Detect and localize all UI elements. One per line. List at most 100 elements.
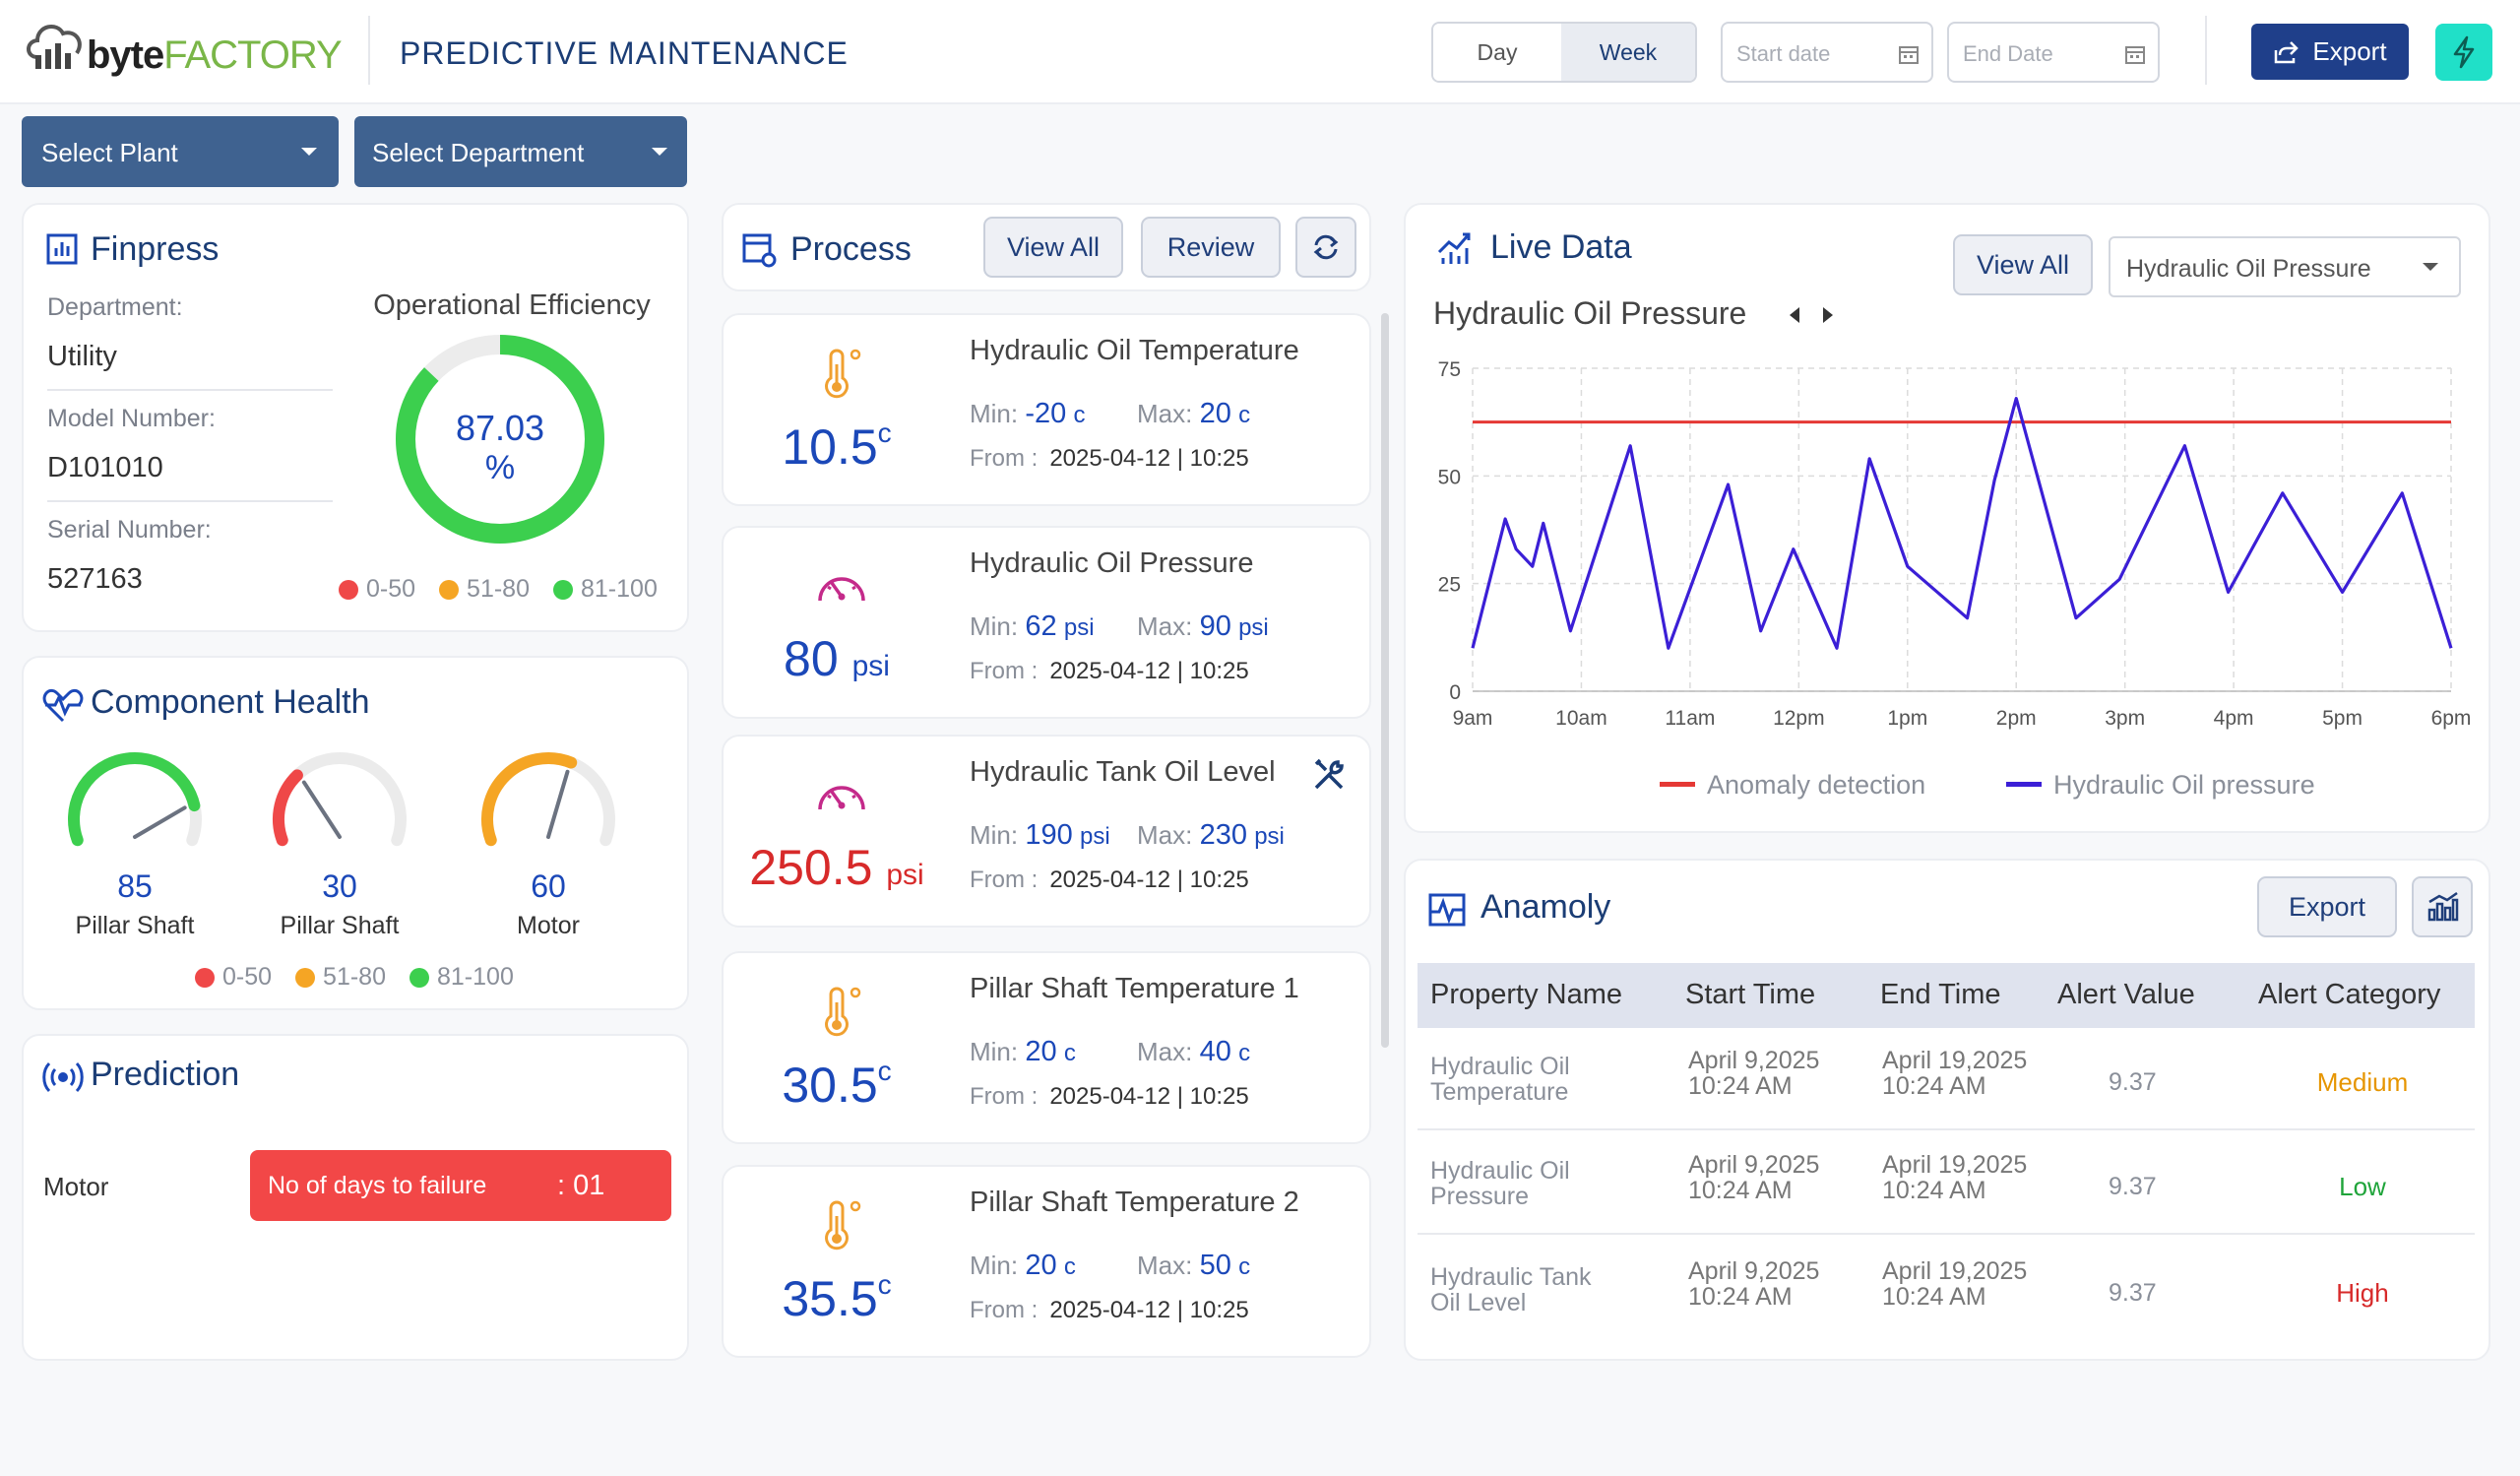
cell-line: April 19,2025 <box>1882 1151 2028 1179</box>
process-value: 35.5c <box>724 1269 950 1327</box>
column-header[interactable]: End Time <box>1880 979 2001 1010</box>
from-label: From : <box>970 866 1039 893</box>
cell-line: 10:24 AM <box>1688 1283 1793 1311</box>
refresh-icon <box>1313 234 1339 260</box>
max-label: Max: <box>1137 820 1193 850</box>
process-value: 10.5c <box>724 417 950 476</box>
max-value: 40 <box>1199 1036 1231 1067</box>
start-time-cell: April 9,2025 10:24 AM <box>1688 1152 1819 1203</box>
caret-down-icon <box>301 148 317 156</box>
failure-value: : 01 <box>557 1170 605 1201</box>
process-max: Max: 50 c <box>1137 1250 1250 1282</box>
max-unit: c <box>1238 402 1251 428</box>
refresh-button[interactable] <box>1295 217 1356 278</box>
process-from: From : 2025-04-12 | 10:25 <box>970 445 1249 473</box>
min-label: Min: <box>970 1037 1019 1066</box>
from-label: From : <box>970 1297 1039 1323</box>
plant-select[interactable]: Select Plant <box>22 116 339 187</box>
efficiency-unit: % <box>484 449 516 486</box>
table-row[interactable] <box>1418 1132 2475 1235</box>
max-label: Max: <box>1137 1037 1193 1066</box>
efficiency-value: 87.03 <box>455 408 545 448</box>
chart-view-button[interactable] <box>2412 876 2473 937</box>
process-value: 30.5c <box>724 1056 950 1114</box>
period-toggle: Day Week <box>1431 22 1697 83</box>
day-toggle[interactable]: Day <box>1433 24 1561 81</box>
department-label: Department: <box>47 293 183 321</box>
live-data-title: Live Data <box>1490 228 1632 266</box>
cloud-chart-icon <box>27 24 82 69</box>
process-item[interactable]: 30.5c Pillar Shaft Temperature 1 Min: 20 c… <box>722 951 1371 1144</box>
calendar-icon[interactable] <box>2124 43 2146 65</box>
thermometer-icon <box>825 987 861 1037</box>
export-button[interactable]: Export <box>2251 24 2409 80</box>
y-tick-label: 0 <box>1449 681 1461 704</box>
process-item[interactable]: 250.5 psi Hydraulic Tank Oil Level Min: 19… <box>722 735 1371 928</box>
min-value: -20 <box>1025 398 1067 429</box>
min-label: Min: <box>970 1251 1019 1280</box>
column-header[interactable]: Alert Value <box>2057 979 2195 1010</box>
week-toggle[interactable]: Week <box>1561 24 1695 81</box>
legend-label: 0-50 <box>366 575 416 603</box>
cell-line: April 9,2025 <box>1688 1047 1820 1074</box>
serial-number-label: Serial Number: <box>47 516 212 544</box>
min-label: Min: <box>970 399 1019 428</box>
process-review-button[interactable]: Review <box>1141 217 1281 278</box>
column-header[interactable]: Start Time <box>1685 979 1816 1010</box>
max-unit: c <box>1238 1253 1251 1280</box>
x-tick-label: 10am <box>1555 707 1607 730</box>
process-view-all-button[interactable]: View All <box>983 217 1123 278</box>
end-date-field[interactable]: End Date <box>1947 22 2160 83</box>
x-tick-label: 11am <box>1665 707 1715 730</box>
process-scrollbar[interactable] <box>1381 313 1389 1048</box>
efficiency-legend: 0-50 51-80 81-100 <box>339 575 658 604</box>
x-tick-label: 5pm <box>2322 707 2362 730</box>
min-label: Min: <box>970 820 1019 850</box>
legend-label: 81-100 <box>581 575 658 603</box>
department-select[interactable]: Select Department <box>354 116 687 187</box>
legend-item: 51-80 <box>295 963 386 992</box>
process-item[interactable]: 80 psi Hydraulic Oil Pressure Min: 62 psi M… <box>722 526 1371 719</box>
anomaly-export-button[interactable]: Export <box>2257 876 2397 937</box>
quick-action-button[interactable] <box>2435 24 2492 81</box>
from-value: 2025-04-12 | 10:25 <box>1049 1297 1249 1323</box>
cell-line: 9.37 <box>2109 1279 2157 1307</box>
prev-arrow-icon[interactable] <box>1788 305 1801 325</box>
table-row[interactable] <box>1418 1028 2475 1130</box>
trend-icon <box>1437 232 1471 264</box>
process-name: Pillar Shaft Temperature 1 <box>970 973 1299 1004</box>
cell-line: 9.37 <box>2109 1173 2157 1200</box>
cell-line: April 19,2025 <box>1882 1047 2028 1074</box>
column-header[interactable]: Alert Category <box>2258 979 2441 1010</box>
legend-swatch <box>2006 782 2042 787</box>
calendar-icon[interactable] <box>1898 43 1920 65</box>
process-value-number: 30.5 <box>782 1058 878 1113</box>
process-min: Min: 20 c <box>970 1250 1076 1282</box>
logo[interactable]: byteFACTORY <box>24 14 348 83</box>
start-date-placeholder: Start date <box>1736 41 1831 66</box>
process-item[interactable]: 35.5c Pillar Shaft Temperature 2 Min: 20 c… <box>722 1165 1371 1358</box>
process-max: Max: 20 c <box>1137 398 1250 430</box>
anomaly-card: Anamoly <box>1404 859 2490 1361</box>
legend-item: 81-100 <box>553 575 658 604</box>
gauge-arc <box>273 769 303 847</box>
process-item[interactable]: 10.5c Hydraulic Oil Temperature Min: -20 c… <box>722 313 1371 506</box>
legend-item: 0-50 <box>339 575 415 604</box>
max-value: 90 <box>1199 610 1231 642</box>
start-date-field[interactable]: Start date <box>1721 22 1933 83</box>
next-arrow-icon[interactable] <box>1821 305 1835 325</box>
from-label: From : <box>970 445 1039 472</box>
from-value: 2025-04-12 | 10:25 <box>1049 866 1249 893</box>
column-header[interactable]: Property Name <box>1430 979 1623 1010</box>
cell-line: Hydraulic Oil <box>1430 1053 1570 1080</box>
cell-line: April 9,2025 <box>1688 1151 1820 1179</box>
wrench-tools-icon[interactable] <box>1312 758 1346 792</box>
max-unit: psi <box>1254 823 1285 850</box>
live-data-view-all-button[interactable]: View All <box>1953 234 2093 295</box>
parameter-select[interactable]: Hydraulic Oil Pressure <box>2109 236 2461 297</box>
x-tick-label: 12pm <box>1773 707 1825 730</box>
from-value: 2025-04-12 | 10:25 <box>1049 658 1249 684</box>
finpress-card: Finpress Department: Utility Model Numbe… <box>22 203 689 632</box>
alert-category-cell: Medium <box>2264 1069 2461 1095</box>
end-time-cell: April 19,2025 10:24 AM <box>1882 1258 2027 1310</box>
